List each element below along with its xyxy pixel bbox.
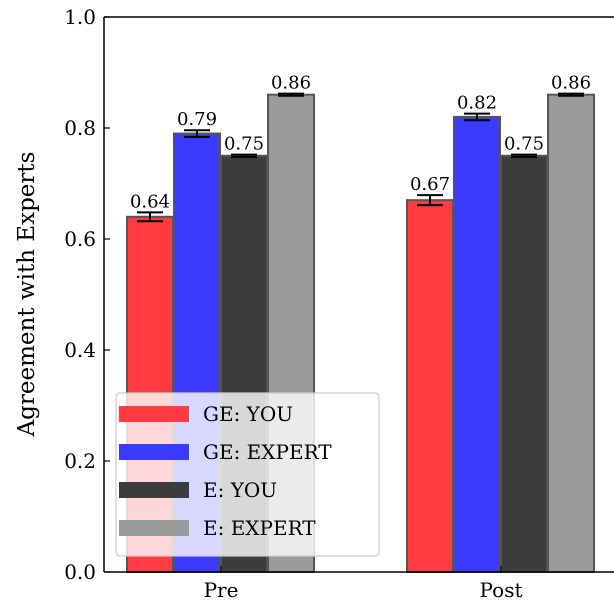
legend-box [115, 392, 380, 557]
legend-label: E: YOU [203, 478, 277, 502]
legend-label: GE: YOU [203, 402, 293, 426]
legend-swatch [119, 406, 189, 422]
axes-layer: 0.0 0.2 0.4 0.6 0.8 1.0 Pre Post [64, 5, 614, 602]
legend-label: E: EXPERT [203, 516, 316, 540]
error-bar [184, 129, 210, 138]
data-label: 0.75 [224, 134, 264, 155]
error-bar [231, 153, 257, 158]
bar-e-expert-post [547, 93, 595, 573]
y-tick-label: 0.8 [64, 116, 96, 140]
data-label: 0.82 [457, 93, 497, 114]
legend-swatch [119, 444, 189, 460]
y-tick-label: 0.2 [64, 449, 96, 473]
error-bar [137, 211, 163, 223]
error-bar [464, 112, 490, 122]
bar-ge-you-post [406, 199, 454, 573]
error-bar [417, 194, 443, 207]
x-tick-label-pre: Pre [204, 578, 239, 602]
error-bar [558, 92, 584, 97]
y-tick-label: 1.0 [64, 5, 96, 29]
legend-item: GE: EXPERT [119, 440, 332, 464]
data-label: 0.75 [504, 134, 544, 155]
error-bar [278, 92, 304, 97]
data-label: 0.67 [410, 174, 450, 195]
y-tick-label: 0.4 [64, 338, 96, 362]
y-tick-label: 0.0 [64, 560, 96, 584]
legend-item: E: YOU [119, 478, 277, 502]
legend-item: E: EXPERT [119, 516, 316, 540]
data-label: 0.86 [551, 73, 591, 94]
data-label: 0.86 [271, 73, 311, 94]
legend-swatch [119, 482, 189, 498]
x-tick-label-post: Post [480, 578, 523, 602]
bar-ge-expert-post [453, 115, 501, 574]
error-bar [511, 153, 537, 158]
legend-item: GE: YOU [119, 402, 293, 426]
y-tick-label: 0.6 [64, 227, 96, 251]
legend: GE: YOU GE: EXPERT E: YOU E: EXPERT [115, 392, 380, 557]
data-label: 0.79 [177, 109, 217, 130]
data-label: 0.64 [130, 191, 170, 212]
bar-e-you-post [500, 154, 548, 573]
legend-label: GE: EXPERT [203, 440, 332, 464]
y-axis-title: Agreement with Experts [14, 152, 40, 438]
legend-swatch [119, 520, 189, 536]
